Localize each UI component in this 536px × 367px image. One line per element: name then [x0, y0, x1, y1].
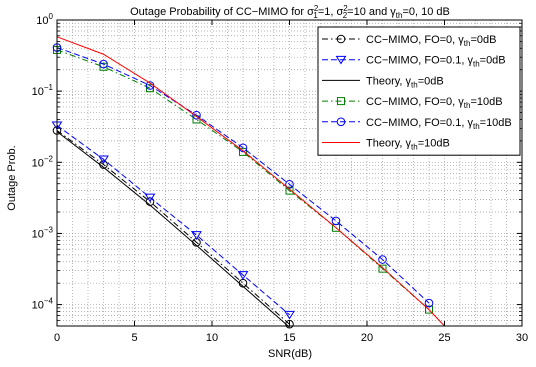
legend-label: CC−MIMO, FO=0.1, γth=10dB — [366, 117, 512, 131]
legend-label: CC−MIMO, FO=0, γth=0dB — [366, 34, 496, 48]
data-point — [144, 193, 156, 203]
series-5 — [52, 43, 434, 308]
y-tick-label: 100 — [36, 12, 53, 27]
data-point — [424, 298, 434, 308]
legend-marker — [336, 117, 346, 127]
x-tick-label: 10 — [206, 332, 218, 344]
axes: 0 5 10 15 20 25 30 100 10−1 10−2 10−3 10−4 — [32, 12, 529, 344]
legend-marker — [336, 34, 346, 44]
data-point — [98, 155, 109, 165]
legend-marker — [335, 55, 347, 65]
x-tick-label: 0 — [54, 332, 60, 344]
legend-label: Theory, γth=0dB — [366, 75, 444, 89]
y-tick-label: 10−2 — [32, 154, 54, 169]
legend-box — [317, 26, 521, 156]
legend-label: CC−MIMO, FO=0, γth=10dB — [366, 96, 503, 110]
chart-title: Outage Probability of CC−MIMO for σ2 1=1,… — [130, 4, 450, 20]
series-6 — [56, 36, 445, 327]
legend-entry-3: Theory, γth=0dB — [322, 75, 444, 89]
series-3 — [56, 131, 290, 328]
legend-label: CC−MIMO, FO=0.1, γth=0dB — [366, 55, 506, 69]
legend-marker — [337, 97, 345, 106]
data-point — [331, 216, 341, 226]
data-point — [192, 110, 201, 120]
legend: CC−MIMO, FO=0, γth=0dB CC−MIMO, FO=0.1, γ… — [317, 26, 521, 156]
data-point — [285, 186, 294, 195]
x-tick-label: 5 — [131, 332, 137, 344]
series-line-1 — [56, 130, 290, 325]
series-line-5 — [56, 47, 430, 304]
legend-entry-1: CC−MIMO, FO=0, γth=0dB — [322, 34, 496, 48]
series-line-6 — [56, 36, 445, 327]
data-point — [378, 255, 387, 264]
data-point — [237, 271, 249, 280]
y-tick-label: 10−3 — [32, 225, 54, 240]
y-axis-label: Outage Prob. — [6, 145, 18, 210]
legend-entry-6: Theory, γth=10dB — [322, 138, 450, 152]
data-point — [99, 62, 108, 71]
series-2 — [51, 121, 295, 320]
data-point — [99, 59, 108, 69]
data-point — [285, 180, 294, 189]
y-tick-label: 10−4 — [32, 297, 54, 312]
legend-entry-4: CC−MIMO, FO=0, γth=10dB — [322, 96, 503, 110]
data-point — [191, 231, 202, 240]
y-tick-label: 10−1 — [32, 83, 54, 98]
data-point — [378, 264, 387, 273]
x-axis-label: SNR(dB) — [268, 348, 312, 360]
data-point — [425, 305, 433, 314]
series-layer — [51, 36, 445, 329]
x-tick-label: 30 — [516, 332, 528, 344]
legend-label: Theory, γth=10dB — [366, 138, 450, 152]
series-line-3 — [56, 131, 290, 328]
data-point — [284, 310, 295, 320]
x-tick-label: 15 — [283, 332, 295, 344]
x-tick-label: 20 — [361, 332, 373, 344]
legend-entry-5: CC−MIMO, FO=0.1, γth=10dB — [322, 117, 512, 131]
x-tick-label: 25 — [438, 332, 450, 344]
legend-entry-2: CC−MIMO, FO=0.1, γth=0dB — [322, 55, 506, 69]
series-line-2 — [56, 124, 290, 316]
